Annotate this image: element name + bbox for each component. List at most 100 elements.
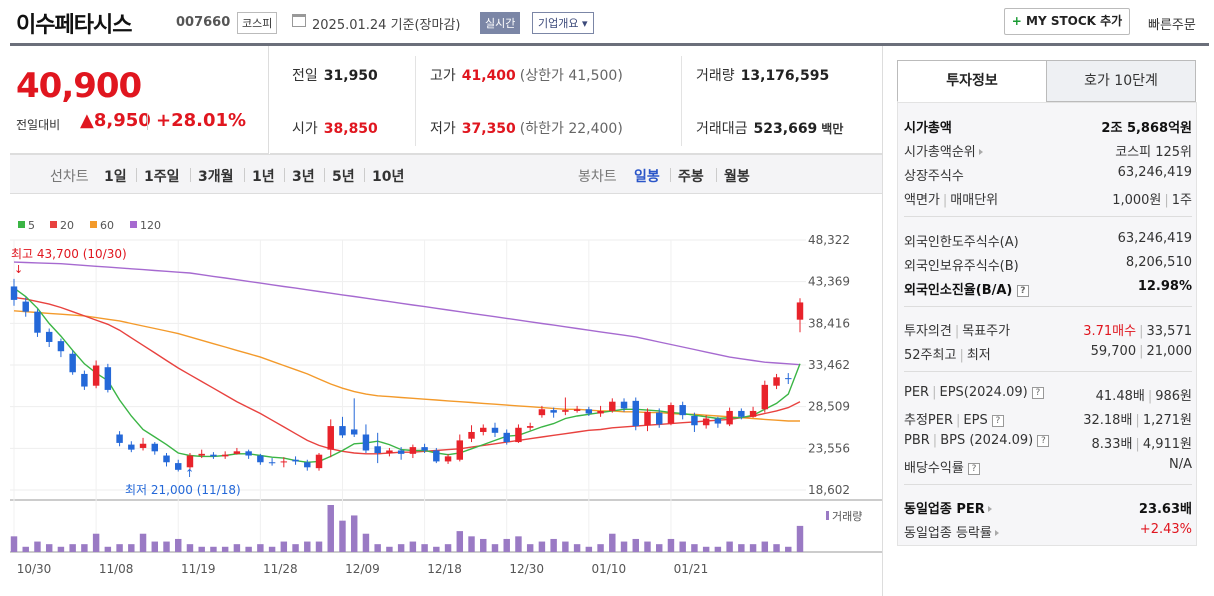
market-cap-row: 시가총액 2조 5,868억원: [904, 117, 1192, 137]
divider: [147, 114, 148, 130]
pbr-label: PBR: [904, 433, 930, 448]
lower-limit: (하한가 22,400): [519, 121, 623, 137]
market-cap-rank-label: 시가총액순위: [904, 145, 976, 160]
caret-right-icon[interactable]: [994, 530, 999, 536]
tab-weekly[interactable]: 주봉: [678, 169, 704, 185]
volume-bar: [573, 544, 581, 552]
help-icon[interactable]: ?: [1016, 285, 1029, 297]
candle-body: [679, 405, 686, 416]
volume-label: 거래량: [696, 68, 735, 84]
face-value-label: 액면가: [904, 193, 940, 208]
tab-orderbook-10[interactable]: 호가 10단계: [1046, 60, 1196, 102]
candle-body: [139, 443, 147, 448]
shares-label: 상장주식수: [904, 169, 964, 184]
legend-swatch: [50, 221, 57, 228]
tab-1w[interactable]: 1주일: [144, 169, 180, 185]
volume-bar: [22, 546, 29, 552]
volume-bar: [69, 544, 76, 552]
tab-10y[interactable]: 10년: [372, 169, 405, 185]
high: 고가 41,400 (상한가 41,500): [430, 65, 623, 85]
volume: 거래량 13,176,595: [696, 65, 829, 85]
volume-bar: [480, 538, 487, 552]
foreign-limit-label: 외국인한도주식수(A): [904, 235, 1019, 250]
volume-bar: [749, 544, 757, 552]
est-eps-value: 1,271원: [1142, 413, 1192, 428]
legend-label: 20: [60, 219, 74, 232]
trade-unit-label: 매매단위: [950, 193, 999, 208]
bps-label: BPS (2024.09): [940, 433, 1034, 448]
stock-code: 007660: [176, 15, 231, 30]
x-tick-label: 01/21: [674, 562, 709, 576]
candle-body: [433, 450, 440, 462]
amount-unit: 백만: [821, 122, 844, 136]
caret-right-icon[interactable]: [978, 149, 983, 155]
high-label: 고가: [430, 68, 456, 84]
y-tick-label: 33,462: [808, 358, 850, 372]
volume-bar: [198, 546, 205, 552]
foreign-hold-label: 외국인보유주식수(B): [904, 259, 1019, 274]
candle-body: [304, 462, 311, 468]
low-value: 37,350: [461, 121, 516, 137]
help-icon[interactable]: ?: [991, 415, 1004, 427]
ma120-line: [13, 261, 801, 366]
volume-bar: [667, 538, 675, 552]
candle-body: [315, 454, 323, 469]
y-tick-label: 43,369: [808, 275, 850, 289]
help-icon[interactable]: ?: [1031, 387, 1044, 399]
volume-bar: [386, 546, 393, 552]
stock-name: 이수페타시스: [16, 13, 132, 38]
y-tick-label: 48,322: [808, 233, 850, 247]
candle-body: [468, 431, 475, 439]
investment-info: 시가총액 2조 5,868억원 시가총액순위 코스피 125위 상장주식수 63,24…: [897, 102, 1197, 546]
market-badge: 코스피: [237, 12, 278, 34]
volume-bar: [57, 546, 65, 552]
candle-body: [186, 455, 194, 468]
eps-label: EPS(2024.09): [939, 385, 1028, 400]
divider: [415, 56, 416, 146]
candle-body: [655, 412, 663, 425]
right-panel: 투자정보 호가 10단계 시가총액 2조 5,868억원 시가총액순위 코스피 12…: [882, 46, 1214, 596]
tab-daily[interactable]: 일봉: [634, 169, 660, 185]
candle-body: [691, 415, 698, 426]
amount-value: 523,669: [753, 121, 818, 137]
line-chart-label: 선차트: [50, 169, 89, 185]
candle-body: [151, 443, 159, 452]
foreign-ratio-label: 외국인소진율(B/A): [904, 283, 1013, 298]
tab-monthly[interactable]: 월봉: [724, 169, 750, 185]
volume-bar: [362, 533, 370, 552]
volume-bar: [280, 541, 288, 552]
caret-right-icon[interactable]: [987, 506, 992, 512]
tab-1y[interactable]: 1년: [252, 169, 275, 185]
help-icon[interactable]: ?: [1037, 435, 1050, 447]
divider: [904, 371, 1192, 372]
tab-1d[interactable]: 1일: [104, 169, 127, 185]
tab-investment-info[interactable]: 투자정보: [897, 60, 1047, 102]
candle-body: [480, 427, 487, 432]
company-overview-dropdown[interactable]: 기업개요 ▾: [532, 12, 594, 34]
stock-header: 이수페타시스 007660 코스피 2025.01.24 기준(장마감) 실시간…: [0, 0, 1214, 44]
tab-3m[interactable]: 3개월: [198, 169, 234, 185]
sector-per-value: 23.63배: [1138, 502, 1192, 517]
realtime-button[interactable]: 실시간: [480, 12, 521, 34]
candle-body: [597, 410, 604, 414]
right-tabs: 투자정보 호가 10단계: [897, 60, 1197, 102]
add-mystock-button[interactable]: + MY STOCK 추가: [1004, 8, 1130, 35]
candle-body: [609, 401, 616, 411]
tab-3y[interactable]: 3년: [292, 169, 315, 185]
divider: [904, 306, 1192, 307]
company-overview-label: 기업개요: [538, 17, 579, 30]
volume-bar: [421, 544, 428, 552]
help-icon[interactable]: ?: [967, 463, 980, 475]
candle-body: [45, 331, 53, 342]
y-tick-label: 23,556: [808, 441, 850, 455]
amount-label: 거래대금: [696, 121, 748, 137]
52w-low-label: 최저: [966, 348, 991, 363]
quick-order-link[interactable]: 빠른주문: [1148, 18, 1196, 33]
volume-bar: [562, 541, 569, 552]
volume-value: 13,176,595: [740, 68, 830, 84]
tab-5y[interactable]: 5년: [332, 169, 355, 185]
volume-bar: [597, 544, 604, 552]
candle-body: [386, 450, 393, 454]
volume-bar: [444, 544, 452, 552]
volume-bar: [163, 541, 170, 552]
